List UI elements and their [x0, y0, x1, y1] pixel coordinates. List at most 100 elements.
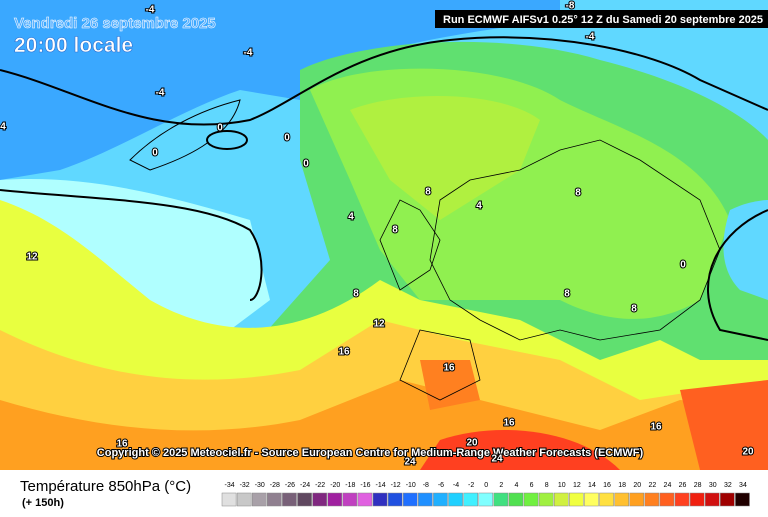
- coastline: [129, 99, 241, 171]
- contour-label: 16: [650, 422, 662, 433]
- scale-label: -18: [345, 482, 355, 489]
- scale-label: -6: [438, 482, 444, 489]
- scale-label: -4: [453, 482, 459, 489]
- color-swatch: [418, 492, 433, 507]
- color-swatch: [629, 492, 645, 507]
- contour-label: -4: [156, 88, 165, 99]
- contour-label: 16: [503, 418, 515, 429]
- color-swatch: [312, 492, 327, 507]
- temp-zone: [680, 380, 768, 470]
- color-swatch: [327, 492, 343, 507]
- temp-zone: [723, 200, 768, 300]
- contour-label: 8: [353, 289, 359, 300]
- contour-label: 8: [392, 225, 398, 236]
- color-swatch: [357, 492, 373, 507]
- legend-title: Température 850hPa (°C): [20, 478, 191, 495]
- scale-label: 24: [664, 482, 672, 489]
- color-swatch: [297, 492, 312, 507]
- temp-zone: [420, 430, 620, 470]
- scale-label: 10: [558, 482, 566, 489]
- color-swatch: [508, 492, 524, 507]
- color-swatch: [644, 492, 660, 507]
- color-swatch: [523, 492, 539, 507]
- scale-label: 26: [679, 482, 687, 489]
- contour-label: 8: [575, 188, 581, 199]
- color-swatch: [372, 492, 388, 507]
- color-swatch: [599, 492, 614, 507]
- contour-label: 8: [631, 304, 637, 315]
- contour-label: -4: [244, 48, 253, 59]
- contour-label: 24: [404, 457, 416, 468]
- run-info: Run ECMWF AIFSv1 0.25° 12 Z du Samedi 20…: [443, 14, 763, 26]
- contour-label: 0: [680, 260, 686, 271]
- color-swatch: [674, 492, 690, 507]
- contour-label: 0: [284, 133, 290, 144]
- contour-label: 12: [373, 319, 385, 330]
- coastline: [379, 139, 721, 401]
- scale-label: 12: [573, 482, 581, 489]
- scale-label: 22: [648, 482, 656, 489]
- color-swatch: [433, 492, 448, 507]
- scale-label: -8: [423, 482, 429, 489]
- scale-label: 2: [499, 482, 503, 489]
- contour-label: 0: [152, 148, 158, 159]
- contour-label: 8: [564, 289, 570, 300]
- color-swatch: [463, 492, 478, 507]
- scale-label: -24: [300, 482, 310, 489]
- run-box: [435, 10, 768, 28]
- scale-label: -14: [375, 482, 385, 489]
- scale-label: -2: [468, 482, 474, 489]
- scale-label: 14: [588, 482, 596, 489]
- copyright: Copyright © 2025 Meteociel.fr - Source E…: [97, 447, 644, 459]
- temp-zone: [0, 0, 560, 180]
- color-swatch: [584, 492, 599, 507]
- color-swatch: [402, 492, 418, 507]
- scale-label: -32: [240, 482, 250, 489]
- color-swatch: [704, 492, 720, 507]
- temp-zone: [0, 179, 270, 330]
- color-swatch: [569, 492, 584, 507]
- contour-label: -4: [586, 32, 595, 43]
- color-swatch: [236, 492, 252, 507]
- scale-label: 16: [603, 482, 611, 489]
- color-swatch: [614, 492, 629, 507]
- scale-label: -20: [330, 482, 340, 489]
- color-swatch: [387, 492, 403, 507]
- color-swatch: [720, 492, 735, 507]
- contour-label: 4: [0, 122, 6, 133]
- color-swatch: [282, 492, 297, 507]
- contour-label: 4: [348, 212, 354, 223]
- scale-label: 30: [709, 482, 717, 489]
- scale-label: -16: [360, 482, 370, 489]
- color-swatch: [659, 492, 675, 507]
- contour-label: 0: [303, 159, 309, 170]
- scale-label: -22: [315, 482, 325, 489]
- color-swatch: [478, 492, 494, 507]
- isotherm: [206, 130, 248, 150]
- contour-label: -8: [566, 1, 575, 12]
- scale-label: 18: [618, 482, 626, 489]
- color-swatch: [448, 492, 463, 507]
- forecast-date: Vendredi 26 septembre 2025: [14, 15, 216, 32]
- color-swatch: [251, 492, 267, 507]
- contour-label: 16: [338, 347, 350, 358]
- isotherm: [0, 189, 263, 301]
- color-swatch: [735, 492, 750, 507]
- local-time: 20:00 locale: [14, 34, 133, 57]
- legend-subtitle: (+ 150h): [22, 497, 64, 509]
- contour-label: 20: [466, 438, 478, 449]
- scale-label: -34: [224, 482, 234, 489]
- contour-label: 8: [425, 187, 431, 198]
- color-swatch: [221, 492, 237, 507]
- contour-label: 16: [116, 439, 128, 450]
- color-swatch: [267, 492, 282, 507]
- contour-label: 4: [476, 201, 482, 212]
- contour-label: 24: [491, 454, 503, 465]
- scale-label: -30: [255, 482, 265, 489]
- color-swatch: [689, 492, 705, 507]
- color-swatch: [342, 492, 358, 507]
- contour-label: 20: [742, 447, 754, 458]
- scale-label: -28: [270, 482, 280, 489]
- contour-label: 16: [443, 363, 455, 374]
